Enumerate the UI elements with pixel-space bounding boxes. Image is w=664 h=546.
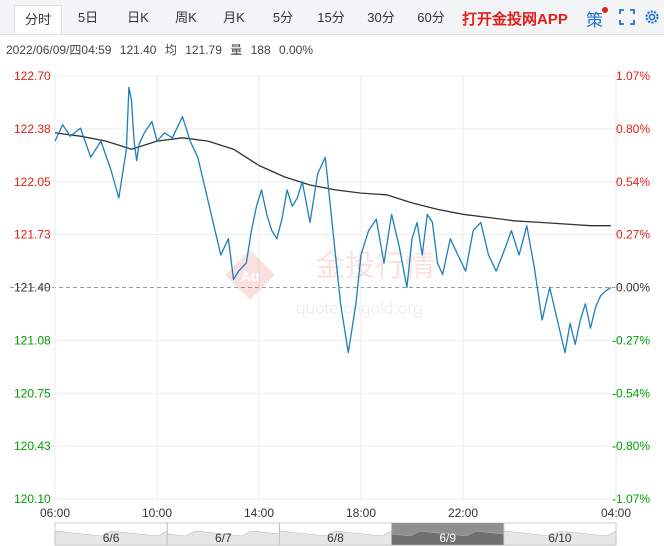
x-axis-time: 06:00 10:00 14:00 18:00 22:00 04:00 <box>40 506 631 520</box>
price-line <box>54 86 612 354</box>
watermark-logo-icon: Au <box>225 250 275 300</box>
pct-tick-label: 0.27% <box>616 228 650 242</box>
pct-tick-label: 0.00% <box>616 281 650 295</box>
x-tick-label: 04:00 <box>601 506 631 520</box>
navigator-label: 6/8 <box>327 531 344 545</box>
notification-dot <box>602 7 608 13</box>
navigator-sparkline <box>166 530 280 546</box>
pct-tick-label: -1.07% <box>612 492 650 506</box>
pct-tick-label: -0.27% <box>612 333 650 347</box>
navigator-sparkline <box>279 530 392 546</box>
y-tick-label: 120.43 <box>14 439 51 453</box>
y-tick-label: 122.70 <box>14 69 51 83</box>
y-tick-label: 122.05 <box>14 175 51 189</box>
tab-monthly-k[interactable]: 月K <box>223 10 245 25</box>
quote-vol: 188 <box>250 43 271 57</box>
avg-line <box>54 132 611 227</box>
navigator-label: 6/9 <box>439 531 456 545</box>
x-tick-label: 18:00 <box>346 506 376 520</box>
quote-info-line: 2022/06/09/四04:59 121.40 均 121.79 量 188 … <box>6 41 318 58</box>
x-tick-label: 22:00 <box>448 506 478 520</box>
quote-price: 121.40 <box>119 43 157 57</box>
open-app-link[interactable]: 打开金投网APP <box>462 11 568 28</box>
x-tick-label: 06:00 <box>40 506 70 520</box>
y-tick-label: 121.40 <box>14 281 51 295</box>
watermark: Au 金投行情 quote.cngold.org <box>225 250 435 318</box>
pct-tick-label: -0.54% <box>612 386 650 400</box>
navigator-label: 6/6 <box>103 531 120 545</box>
tab-weekly-k[interactable]: 周K <box>175 10 197 25</box>
watermark-text: 金投行情 <box>315 250 435 283</box>
y-axis-price: 122.70 122.38 122.05 121.73 121.40 121.08 120.… <box>14 69 51 506</box>
quote-vol-label: 量 <box>230 43 243 57</box>
y-tick-label: 120.10 <box>14 492 51 506</box>
fullscreen-icon[interactable] <box>619 9 635 25</box>
navigator-label: 6/10 <box>548 531 572 545</box>
quote-datetime: 2022/06/09/四04:59 <box>6 43 112 57</box>
tab-intraday[interactable]: 分时 <box>14 5 62 34</box>
navigator-label: 6/7 <box>215 531 232 545</box>
gear-icon[interactable] <box>643 8 661 26</box>
date-navigator[interactable]: 6/6 6/7 6/8 6/9 6/10 <box>54 522 617 546</box>
series-layer <box>54 86 612 354</box>
navigator-sparkline <box>54 530 168 546</box>
y-tick-label: 120.75 <box>14 386 51 400</box>
navigator-sparkline <box>391 530 505 546</box>
x-tick-label: 14:00 <box>244 506 274 520</box>
quote-change: 0.00% <box>278 43 313 57</box>
y-axis-percent: 1.07% 0.80% 0.54% 0.27% 0.00% -0.27% -0.54% -0.… <box>612 69 650 506</box>
y-tick-label: 122.38 <box>14 122 51 136</box>
pct-tick-label: 0.54% <box>616 175 650 189</box>
watermark-url: quote.cngold.org <box>296 299 423 318</box>
y-tick-label: 121.73 <box>14 228 51 242</box>
pct-tick-label: 1.07% <box>616 69 650 83</box>
chart-grid <box>10 75 620 500</box>
tab-60min[interactable]: 60分 <box>417 10 445 25</box>
x-tick-label: 10:00 <box>142 506 172 520</box>
y-tick-label: 121.08 <box>14 333 51 347</box>
strategy-button[interactable]: 策 <box>586 11 603 30</box>
quote-avg-label: 均 <box>164 43 177 57</box>
tab-daily-k[interactable]: 日K <box>127 10 149 25</box>
period-tab-bar: 分时 5日 日K 周K 月K 5分 15分 30分 60分 打开金投网APP 策 <box>0 0 664 35</box>
pct-tick-label: -0.80% <box>612 439 650 453</box>
watermark-badge: Au <box>241 268 260 284</box>
tab-30min[interactable]: 30分 <box>367 10 395 25</box>
pct-tick-label: 0.80% <box>616 122 650 136</box>
tab-15min[interactable]: 15分 <box>317 10 345 25</box>
tab-5day[interactable]: 5日 <box>77 10 99 25</box>
quote-avg: 121.79 <box>185 43 222 57</box>
navigator-sparkline <box>503 530 617 546</box>
tab-5min[interactable]: 5分 <box>272 10 294 25</box>
